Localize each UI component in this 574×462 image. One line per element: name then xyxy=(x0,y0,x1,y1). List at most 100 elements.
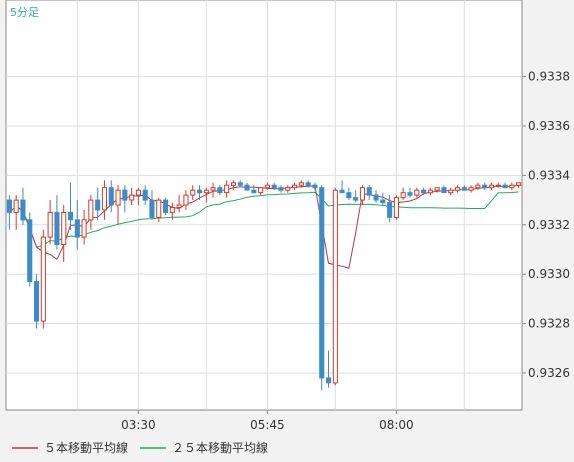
x-tick-label: 03:30 xyxy=(121,418,156,432)
candle-body xyxy=(326,377,332,384)
candle xyxy=(156,197,162,223)
candle xyxy=(142,185,148,205)
candle-body xyxy=(298,182,304,186)
y-tick-label: 0.9338 xyxy=(528,70,570,84)
y-tick-label: 0.9326 xyxy=(528,366,570,380)
candle xyxy=(224,180,230,198)
candle-body xyxy=(149,199,155,218)
candle-body xyxy=(434,187,440,191)
candle xyxy=(346,187,352,201)
candle xyxy=(40,229,46,329)
legend-label-ma25: ２５本移動平均線 xyxy=(172,440,268,455)
candle-body xyxy=(217,187,223,194)
candle-body xyxy=(461,187,467,191)
candle-body xyxy=(258,187,264,194)
candle-body xyxy=(346,192,352,199)
candle-body xyxy=(292,184,298,189)
candle xyxy=(74,200,80,250)
candle-body xyxy=(142,189,148,201)
candle-body xyxy=(407,192,413,196)
candle-body xyxy=(190,189,196,196)
candle xyxy=(319,185,325,391)
candle xyxy=(258,187,264,196)
candle-body xyxy=(353,197,359,201)
candle-body xyxy=(475,184,481,189)
candle-body xyxy=(210,187,216,191)
candle-body xyxy=(13,199,19,213)
candle-body xyxy=(516,182,522,186)
candle-body xyxy=(380,199,386,204)
candle-body xyxy=(502,184,508,189)
candle xyxy=(244,182,250,191)
candle xyxy=(20,187,26,225)
candle xyxy=(47,200,53,245)
candle-body xyxy=(244,184,250,191)
candle-body xyxy=(264,184,270,189)
candle-body xyxy=(163,199,169,213)
candle xyxy=(115,185,121,225)
candle-body xyxy=(339,189,345,194)
candle xyxy=(455,185,461,193)
candle xyxy=(488,182,494,191)
candle xyxy=(271,182,277,191)
candle-body xyxy=(135,189,141,196)
candle-body xyxy=(224,184,230,194)
candle xyxy=(326,350,332,388)
candle xyxy=(251,185,257,194)
candle xyxy=(400,187,406,201)
candle xyxy=(108,180,114,213)
candle-body xyxy=(468,187,474,191)
candle xyxy=(468,185,474,193)
candle-body xyxy=(359,187,365,201)
candle xyxy=(190,185,196,201)
candle-body xyxy=(285,187,291,191)
candle xyxy=(101,180,108,220)
candle xyxy=(414,187,420,198)
candle xyxy=(292,182,298,191)
candle xyxy=(230,180,236,191)
candle-body xyxy=(156,199,162,218)
ma25-line xyxy=(9,191,519,248)
legend-label-ma5: ５本移動平均線 xyxy=(44,440,128,455)
candle-body xyxy=(441,187,447,194)
candle xyxy=(237,180,243,186)
candle-body xyxy=(373,194,379,201)
candle-body xyxy=(101,187,108,211)
candle-body xyxy=(251,189,257,194)
candle xyxy=(81,209,87,245)
candle xyxy=(278,185,284,193)
candle-body xyxy=(6,199,12,213)
candle xyxy=(516,182,522,188)
candle-body xyxy=(197,189,203,194)
candle-body xyxy=(68,211,74,221)
candle xyxy=(509,182,515,191)
candle xyxy=(448,187,454,196)
candle-body xyxy=(95,199,101,211)
candle xyxy=(495,182,501,188)
candle-body xyxy=(271,184,277,189)
candle-body xyxy=(183,194,189,206)
candle-body xyxy=(74,219,80,238)
y-tick-label: 0.9330 xyxy=(528,267,570,281)
candle-body xyxy=(319,187,325,379)
candle-body xyxy=(387,202,393,218)
candle-body xyxy=(81,219,87,238)
candle xyxy=(353,190,359,203)
candle-body xyxy=(108,187,114,206)
candle-body xyxy=(176,204,182,208)
plot-area xyxy=(5,0,523,411)
candle-body xyxy=(414,189,420,196)
candle-body xyxy=(169,207,175,213)
candle-body xyxy=(393,197,399,218)
legend: ５本移動平均線 ２５本移動平均線 xyxy=(12,440,268,455)
candle-body xyxy=(129,194,135,201)
candle xyxy=(502,182,508,189)
timeframe-label: 5分足 xyxy=(10,6,39,19)
candle xyxy=(264,182,270,191)
candle-body xyxy=(448,189,454,194)
candle xyxy=(88,195,94,230)
candle xyxy=(461,185,467,191)
y-axis: 0.9338 0.9336 0.9334 0.9332 0.9330 0.9328 0.93… xyxy=(522,70,570,380)
candle-body xyxy=(427,189,433,194)
